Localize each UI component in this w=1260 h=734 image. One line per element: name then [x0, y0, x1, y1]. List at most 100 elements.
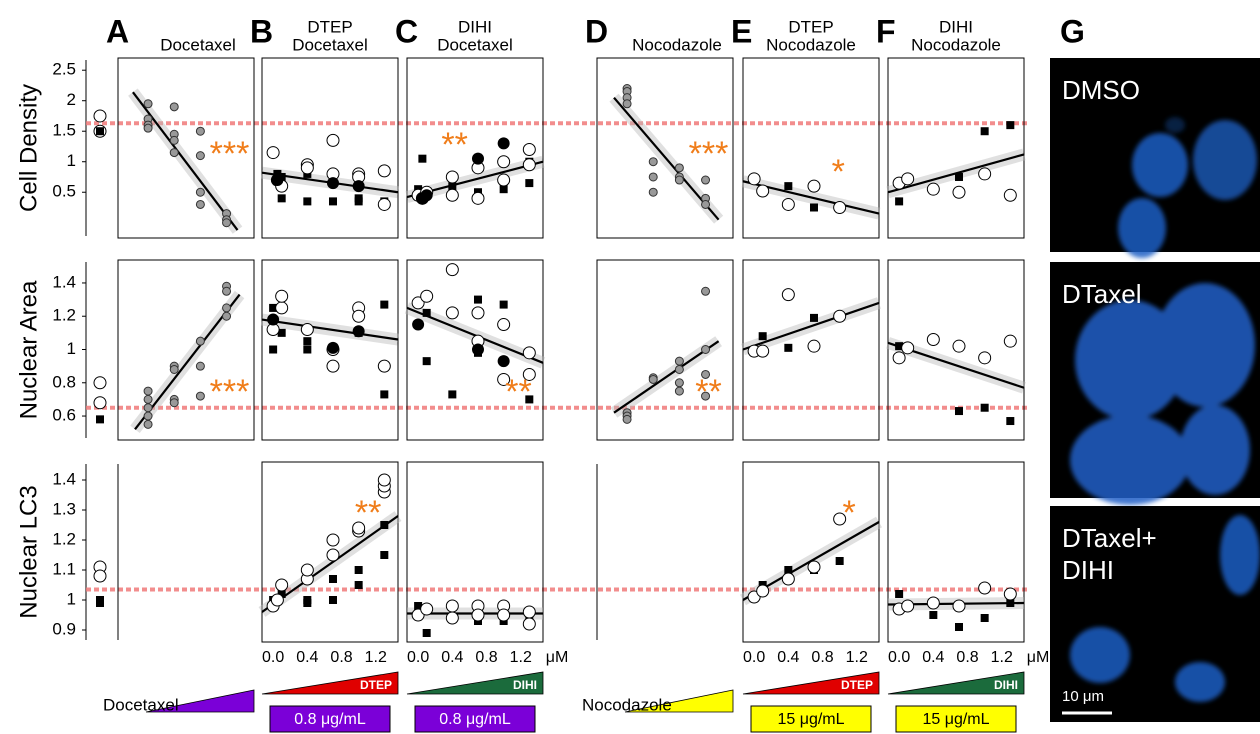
point-gray — [675, 387, 683, 395]
point-open — [498, 319, 510, 331]
point-gray — [144, 395, 152, 403]
x-tick-label: 1.2 — [991, 649, 1013, 666]
point-gray — [675, 164, 683, 172]
point-dot — [353, 325, 365, 337]
point-open — [301, 564, 313, 576]
point-open — [523, 159, 535, 171]
point-open — [327, 549, 339, 561]
point-square — [955, 623, 963, 631]
point-square — [759, 332, 767, 340]
control-open — [94, 570, 106, 582]
row-label: Cell Density — [15, 84, 42, 212]
x-tick-label: 0.4 — [441, 649, 463, 666]
point-dot — [472, 153, 484, 165]
point-square — [1006, 121, 1014, 129]
point-gray — [223, 304, 231, 312]
point-open — [523, 606, 535, 618]
y-tick-label: 2 — [67, 90, 76, 109]
point-gray — [196, 362, 204, 370]
point-open — [748, 173, 760, 185]
panel-letter: G — [1060, 13, 1085, 49]
plot — [407, 462, 543, 642]
point-square — [955, 407, 963, 415]
point-square — [981, 127, 989, 135]
point-open — [523, 347, 535, 359]
point-open — [953, 600, 965, 612]
point-open — [378, 165, 390, 177]
x-tick-label: 0.0 — [407, 649, 429, 666]
panel-title: Nocodazole — [766, 35, 856, 54]
plot-frame — [888, 462, 1024, 642]
point-open — [301, 324, 313, 336]
y-tick-label: 1.1 — [52, 559, 76, 578]
dose-label: 15 μg/mL — [777, 711, 844, 728]
point-gray — [649, 375, 657, 383]
ramp-label: DIHI — [994, 678, 1018, 692]
point-gray — [170, 149, 178, 157]
point-open — [834, 310, 846, 322]
x-tick-label: 0.8 — [956, 649, 978, 666]
point-square — [525, 179, 533, 187]
point-open — [927, 334, 939, 346]
panel-title: Nocodazole — [632, 35, 722, 54]
y-tick-label: 2.5 — [52, 60, 76, 79]
point-square — [278, 194, 286, 202]
significance: ** — [505, 373, 531, 411]
dose-label: 15 μg/mL — [922, 711, 989, 728]
point-open — [301, 162, 313, 174]
x-tick-label: 0.0 — [262, 649, 284, 666]
point-open — [446, 307, 458, 319]
plot — [743, 260, 879, 440]
panel-letter: A — [106, 13, 129, 49]
control-open — [94, 377, 106, 389]
plot-frame — [743, 462, 879, 642]
point-open — [523, 144, 535, 156]
point-gray — [623, 415, 631, 423]
plot-frame — [407, 58, 543, 238]
x-tick-label: 1.2 — [846, 649, 868, 666]
point-open — [782, 198, 794, 210]
point-gray — [649, 188, 657, 196]
point-square — [355, 581, 363, 589]
control-square — [96, 127, 104, 135]
plot — [888, 462, 1024, 642]
y-tick-label: 0.6 — [52, 406, 76, 425]
plot — [407, 58, 543, 238]
point-open — [808, 340, 820, 352]
point-open — [782, 573, 794, 585]
point-gray — [144, 387, 152, 395]
point-open — [267, 147, 279, 159]
point-open — [808, 561, 820, 573]
point-square — [895, 590, 903, 598]
point-open — [378, 474, 390, 486]
point-square — [500, 301, 508, 309]
plot — [262, 462, 398, 642]
point-square — [423, 309, 431, 317]
dose-label: 0.8 μg/mL — [294, 711, 366, 728]
plot — [597, 260, 733, 440]
image-label: DTaxel — [1062, 279, 1141, 309]
image-label: DMSO — [1062, 75, 1140, 105]
point-gray — [649, 173, 657, 181]
point-open — [498, 174, 510, 186]
plot — [407, 260, 543, 440]
point-open — [979, 352, 991, 364]
point-open — [446, 189, 458, 201]
drug-label: Nocodazole — [582, 695, 672, 714]
point-open — [472, 192, 484, 204]
point-square — [1006, 417, 1014, 425]
point-open — [327, 134, 339, 146]
point-gray — [196, 392, 204, 400]
point-open — [953, 340, 965, 352]
point-square — [380, 551, 388, 559]
point-square — [810, 314, 818, 322]
significance: * — [842, 494, 855, 532]
y-tick-label: 1.5 — [52, 121, 76, 140]
panel-title: Nocodazole — [911, 35, 1001, 54]
drug-label: Docetaxel — [103, 695, 179, 714]
y-tick-label: 0.5 — [52, 182, 76, 201]
point-open — [276, 579, 288, 591]
x-tick-label: 1.2 — [365, 649, 387, 666]
plot — [118, 260, 254, 440]
x-tick-label: 0.0 — [888, 649, 910, 666]
